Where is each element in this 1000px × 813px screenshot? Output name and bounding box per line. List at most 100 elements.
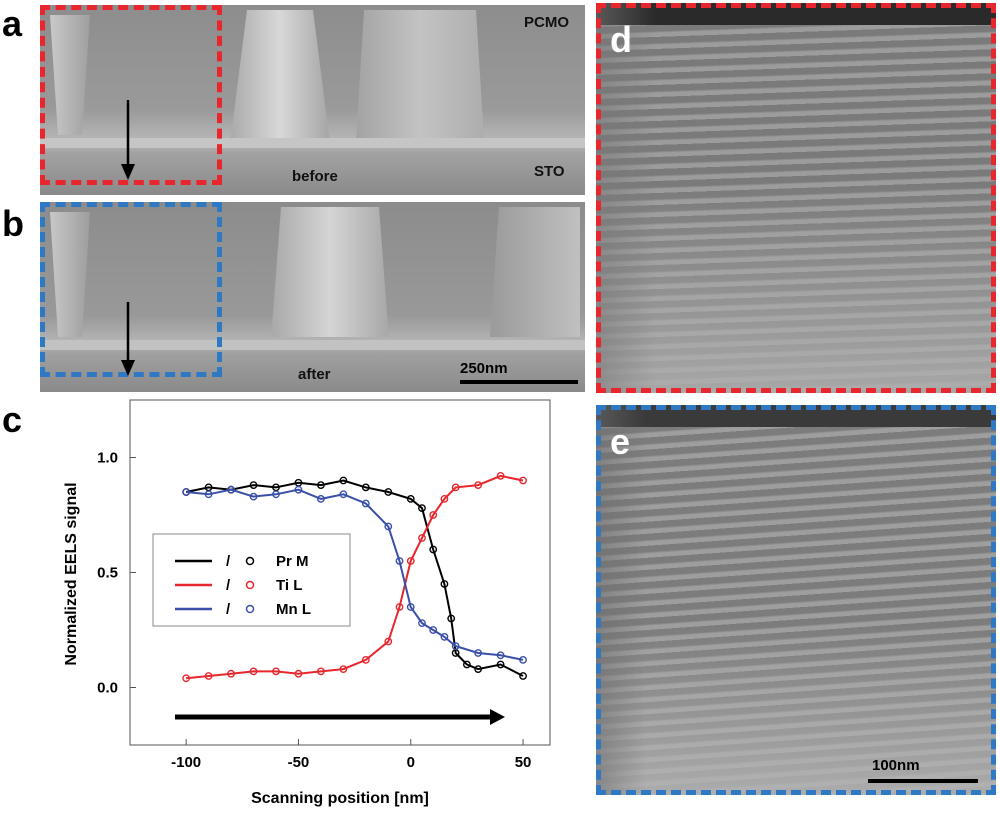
data-point: [406, 603, 415, 611]
data-point: [249, 481, 258, 490]
data-point: [227, 485, 235, 494]
pillar: [230, 10, 330, 140]
y-axis-label: Normalized EELS signal: [63, 482, 80, 665]
data-point: [339, 665, 348, 673]
data-point: [317, 481, 325, 490]
x-tick-label: 50: [515, 754, 532, 771]
legend-marker: [245, 556, 255, 566]
data-point: [361, 655, 370, 664]
data-point: [451, 642, 460, 651]
panel-label-b: b: [2, 203, 24, 244]
data-point: [447, 614, 456, 623]
surface-layer: [596, 405, 996, 427]
fade-overlay: [596, 405, 646, 795]
data-point: [204, 672, 213, 680]
legend-label: Mn L: [276, 601, 311, 618]
blue-dashed-box-b: [40, 202, 222, 377]
surface-layer: [596, 3, 996, 25]
data-point: [496, 472, 505, 480]
y-tick-label: 1.0: [97, 450, 118, 467]
panel-label-a: a: [2, 3, 23, 44]
tem-image-e: [596, 405, 996, 795]
y-tick-label: 0.5: [97, 565, 118, 582]
after-label: after: [298, 366, 331, 383]
data-point: [440, 495, 449, 503]
arrow-down-icon: [121, 302, 135, 376]
x-tick-label: -50: [288, 754, 310, 771]
data-point: [496, 651, 505, 660]
fade-overlay: [596, 625, 996, 795]
data-point: [418, 534, 426, 542]
sto-label: STO: [534, 163, 565, 180]
series-line-ti-l: [185, 474, 524, 680]
legend-separator: /: [226, 601, 231, 618]
red-dashed-box-d: [596, 3, 996, 393]
eels-chart: -100 -50 0 50 0.0 0.5 1.0 / Pr M / Ti L / Mn L Scan…: [63, 399, 551, 807]
before-label: before: [292, 168, 338, 185]
data-point: [429, 511, 438, 519]
x-tick-label: -100: [171, 754, 201, 771]
substrate-interface: [40, 340, 585, 350]
data-point: [317, 667, 325, 676]
pillar: [271, 207, 389, 337]
legend-separator: /: [226, 577, 231, 594]
series-line-mn-l: [185, 488, 524, 661]
data-point: [204, 490, 213, 499]
data-point: [227, 669, 235, 678]
substrate-interface: [40, 138, 585, 148]
y-tick-label: 0.0: [97, 680, 118, 697]
data-point: [249, 492, 258, 501]
blue-dashed-box-e: [596, 405, 996, 795]
data-point: [474, 649, 483, 657]
data-point: [182, 674, 191, 683]
data-point: [182, 488, 191, 496]
data-point: [395, 603, 404, 611]
data-point: [317, 495, 325, 503]
data-point: [519, 476, 527, 485]
legend-label: Ti L: [276, 577, 302, 594]
data-point: [418, 619, 426, 628]
data-point: [406, 557, 415, 565]
pcmo-label: PCMO: [524, 14, 569, 31]
data-point: [339, 476, 348, 485]
data-point: [462, 660, 471, 669]
legend-separator: /: [226, 553, 231, 570]
data-point: [440, 632, 449, 641]
data-point: [474, 481, 483, 490]
data-point: [429, 545, 438, 554]
data-point: [361, 483, 370, 492]
data-point: [272, 667, 280, 676]
data-point: [429, 626, 438, 634]
data-point: [406, 495, 415, 503]
data-point: [519, 672, 527, 680]
data-point: [496, 660, 505, 669]
data-point: [249, 667, 258, 676]
data-point: [395, 557, 404, 565]
scale-bar-b: [460, 380, 578, 384]
x-tick-label: 0: [407, 754, 415, 771]
legend-box: [152, 533, 351, 627]
legend-marker: [245, 604, 255, 614]
scale-label-b: 250nm: [460, 360, 508, 377]
arrow-down-icon: [121, 100, 135, 180]
data-point: [418, 504, 426, 513]
data-point: [519, 655, 527, 664]
data-point: [384, 488, 393, 496]
panel-label-d: d: [610, 19, 632, 60]
data-point: [294, 669, 303, 678]
fade-overlay: [596, 3, 656, 393]
data-point: [361, 499, 370, 508]
data-point: [474, 665, 483, 673]
sem-image-before: [40, 5, 585, 195]
panel-label-e: e: [610, 421, 631, 462]
red-dashed-box-a: [40, 5, 222, 185]
legend-marker: [245, 580, 255, 590]
pillar: [490, 207, 580, 337]
data-point: [384, 522, 393, 531]
panel-label-c: c: [2, 399, 23, 440]
data-point: [451, 483, 460, 492]
x-axis-label: Scanning position [nm]: [251, 790, 429, 807]
data-point: [440, 580, 449, 588]
fade-overlay: [596, 183, 996, 393]
legend-label: Pr M: [276, 553, 309, 570]
